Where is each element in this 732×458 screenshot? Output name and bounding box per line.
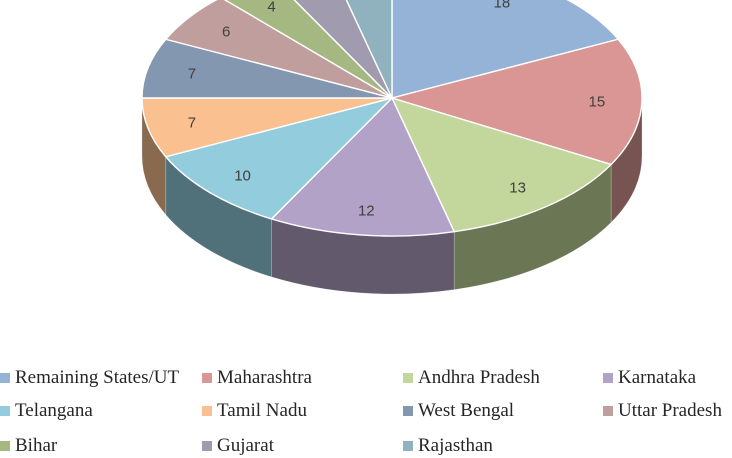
- pie-slice-0: [391, 0, 620, 99]
- legend-item: Tamil Nadu: [202, 400, 307, 422]
- legend-label: Karnataka: [618, 367, 697, 388]
- pie-data-label-7: 6: [222, 23, 230, 40]
- pie-data-label-4: 10: [234, 167, 251, 184]
- legend-swatch: [202, 373, 212, 383]
- legend-item: Remaining States/UT: [0, 367, 179, 389]
- pie-slice-2: [390, 96, 613, 233]
- legend-label: Uttar Pradesh: [618, 400, 722, 421]
- pie-data-labels: 1815131210776444: [188, 0, 605, 219]
- legend-swatch: [403, 441, 413, 451]
- pie-slice-8: [223, 0, 393, 99]
- legend-label: Tamil Nadu: [217, 400, 307, 421]
- pie-slice-3: [270, 96, 456, 237]
- pie-data-label-1: 15: [589, 94, 606, 111]
- legend-item: Bihar: [0, 435, 57, 457]
- legend-item: Telangana: [0, 400, 93, 422]
- pie-data-label-6: 7: [188, 65, 196, 82]
- legend-label: Bihar: [15, 435, 58, 456]
- legend-label: West Bengal: [418, 400, 515, 421]
- pie-slice-10: [345, 0, 393, 99]
- legend-label: Andhra Pradesh: [418, 367, 540, 388]
- legend-swatch: [603, 406, 613, 416]
- pie-chart: 1815131210776444: [141, 0, 643, 295]
- pie-slice-4: [164, 96, 395, 220]
- pie-data-label-8: 4: [267, 0, 275, 15]
- legend-swatch: [603, 373, 613, 383]
- pie-slice-5: [141, 97, 393, 158]
- legend-swatch: [403, 373, 413, 383]
- legend-item: West Bengal: [403, 400, 514, 422]
- pie-data-label-2: 13: [509, 179, 526, 196]
- legend-item: Andhra Pradesh: [403, 367, 540, 389]
- legend-label: Rajasthan: [418, 435, 493, 456]
- pie-slice-9: [293, 0, 393, 99]
- legend-swatch: [0, 441, 10, 451]
- legend-swatch: [0, 406, 10, 416]
- legend-swatch: [403, 406, 413, 416]
- legend-label: Maharashtra: [217, 367, 312, 388]
- pie-data-label-0: 18: [494, 0, 511, 11]
- legend-swatch: [202, 441, 212, 451]
- pie-data-label-9: 4: [312, 0, 320, 2]
- legend-item: Gujarat: [202, 435, 274, 457]
- legend-item: Rajasthan: [403, 435, 493, 457]
- pie-slice-7: [164, 0, 393, 99]
- pie-tops: [141, 0, 643, 237]
- legend-label: Remaining States/UT: [15, 367, 180, 388]
- pie-data-label-5: 7: [188, 115, 196, 132]
- pie-slice-6: [141, 38, 393, 99]
- legend-item: Maharashtra: [202, 367, 312, 389]
- legend-label: Gujarat: [217, 435, 274, 456]
- legend-swatch: [202, 406, 212, 416]
- legend-swatch: [0, 373, 10, 383]
- pie-sides: [141, 97, 643, 295]
- pie-slice-1: [389, 38, 643, 166]
- pie-data-label-3: 12: [358, 202, 375, 219]
- legend-label: Telangana: [15, 400, 93, 421]
- chart-legend: Remaining States/UT Maharashtra Andhra Pra…: [0, 360, 732, 458]
- legend-item: Uttar Pradesh: [603, 400, 722, 422]
- legend-item: Karnataka: [603, 367, 696, 389]
